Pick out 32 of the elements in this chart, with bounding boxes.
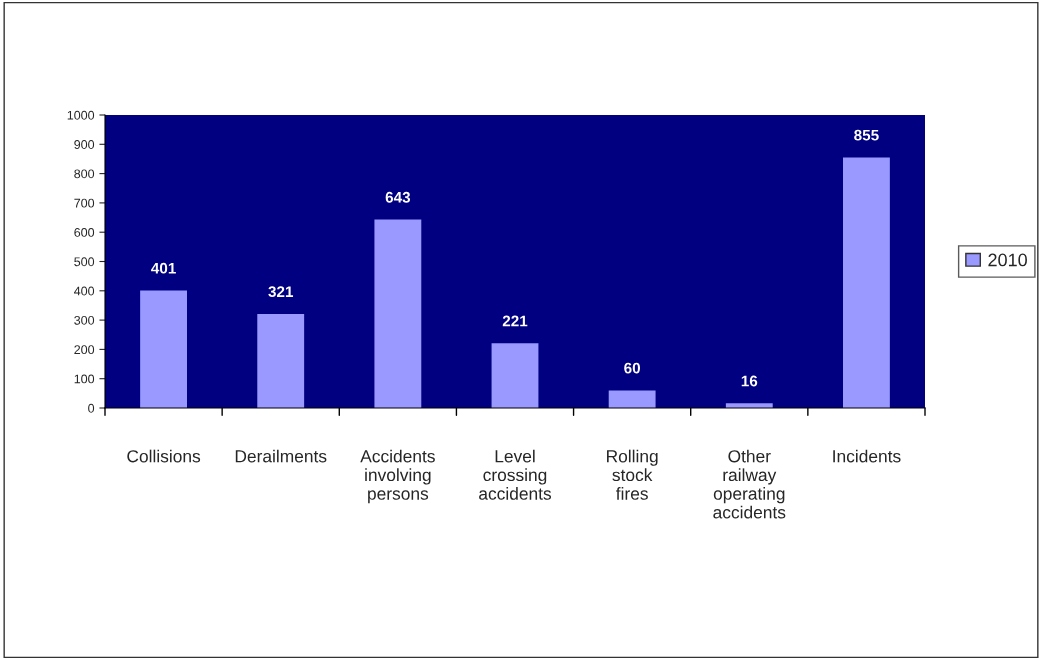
data-label: 60	[624, 362, 641, 374]
y-tick-label: 800	[74, 169, 95, 179]
x-tick-label: Other railway operating accidents	[713, 449, 786, 519]
x-tick-label: Incidents	[833, 449, 901, 463]
x-tick-label: Accidents involving persons	[360, 449, 435, 504]
y-tick-label: 500	[74, 257, 95, 267]
data-label: 401	[151, 262, 176, 274]
data-label: 221	[502, 315, 528, 327]
y-tick-label: 400	[74, 286, 95, 296]
data-label: 855	[854, 129, 879, 141]
y-tick-label: 300	[74, 315, 95, 325]
x-tick-label: Derailments	[235, 449, 327, 463]
bar	[843, 157, 890, 408]
y-tick-label: 900	[74, 140, 95, 149]
x-tick-label: Collisions	[127, 449, 201, 463]
bar	[491, 343, 539, 408]
x-tick-label: Rolling stock fires	[607, 449, 658, 500]
data-label: 643	[385, 191, 411, 203]
data-label: 321	[268, 286, 294, 298]
y-tick-label: 700	[74, 198, 95, 208]
y-tick-label: 100	[74, 374, 95, 384]
bar	[374, 219, 422, 408]
bar	[140, 290, 187, 408]
data-label: 16	[741, 375, 758, 387]
y-tick-label: 200	[74, 345, 95, 355]
bar	[608, 390, 656, 408]
y-tick-label: 1000	[67, 110, 95, 120]
y-tick-label: 0	[88, 403, 95, 413]
y-tick-label: 600	[74, 228, 95, 237]
legend-label: 2010	[988, 253, 1027, 267]
x-tick-label: Level crossing accidents	[479, 449, 552, 500]
bar	[257, 313, 305, 408]
